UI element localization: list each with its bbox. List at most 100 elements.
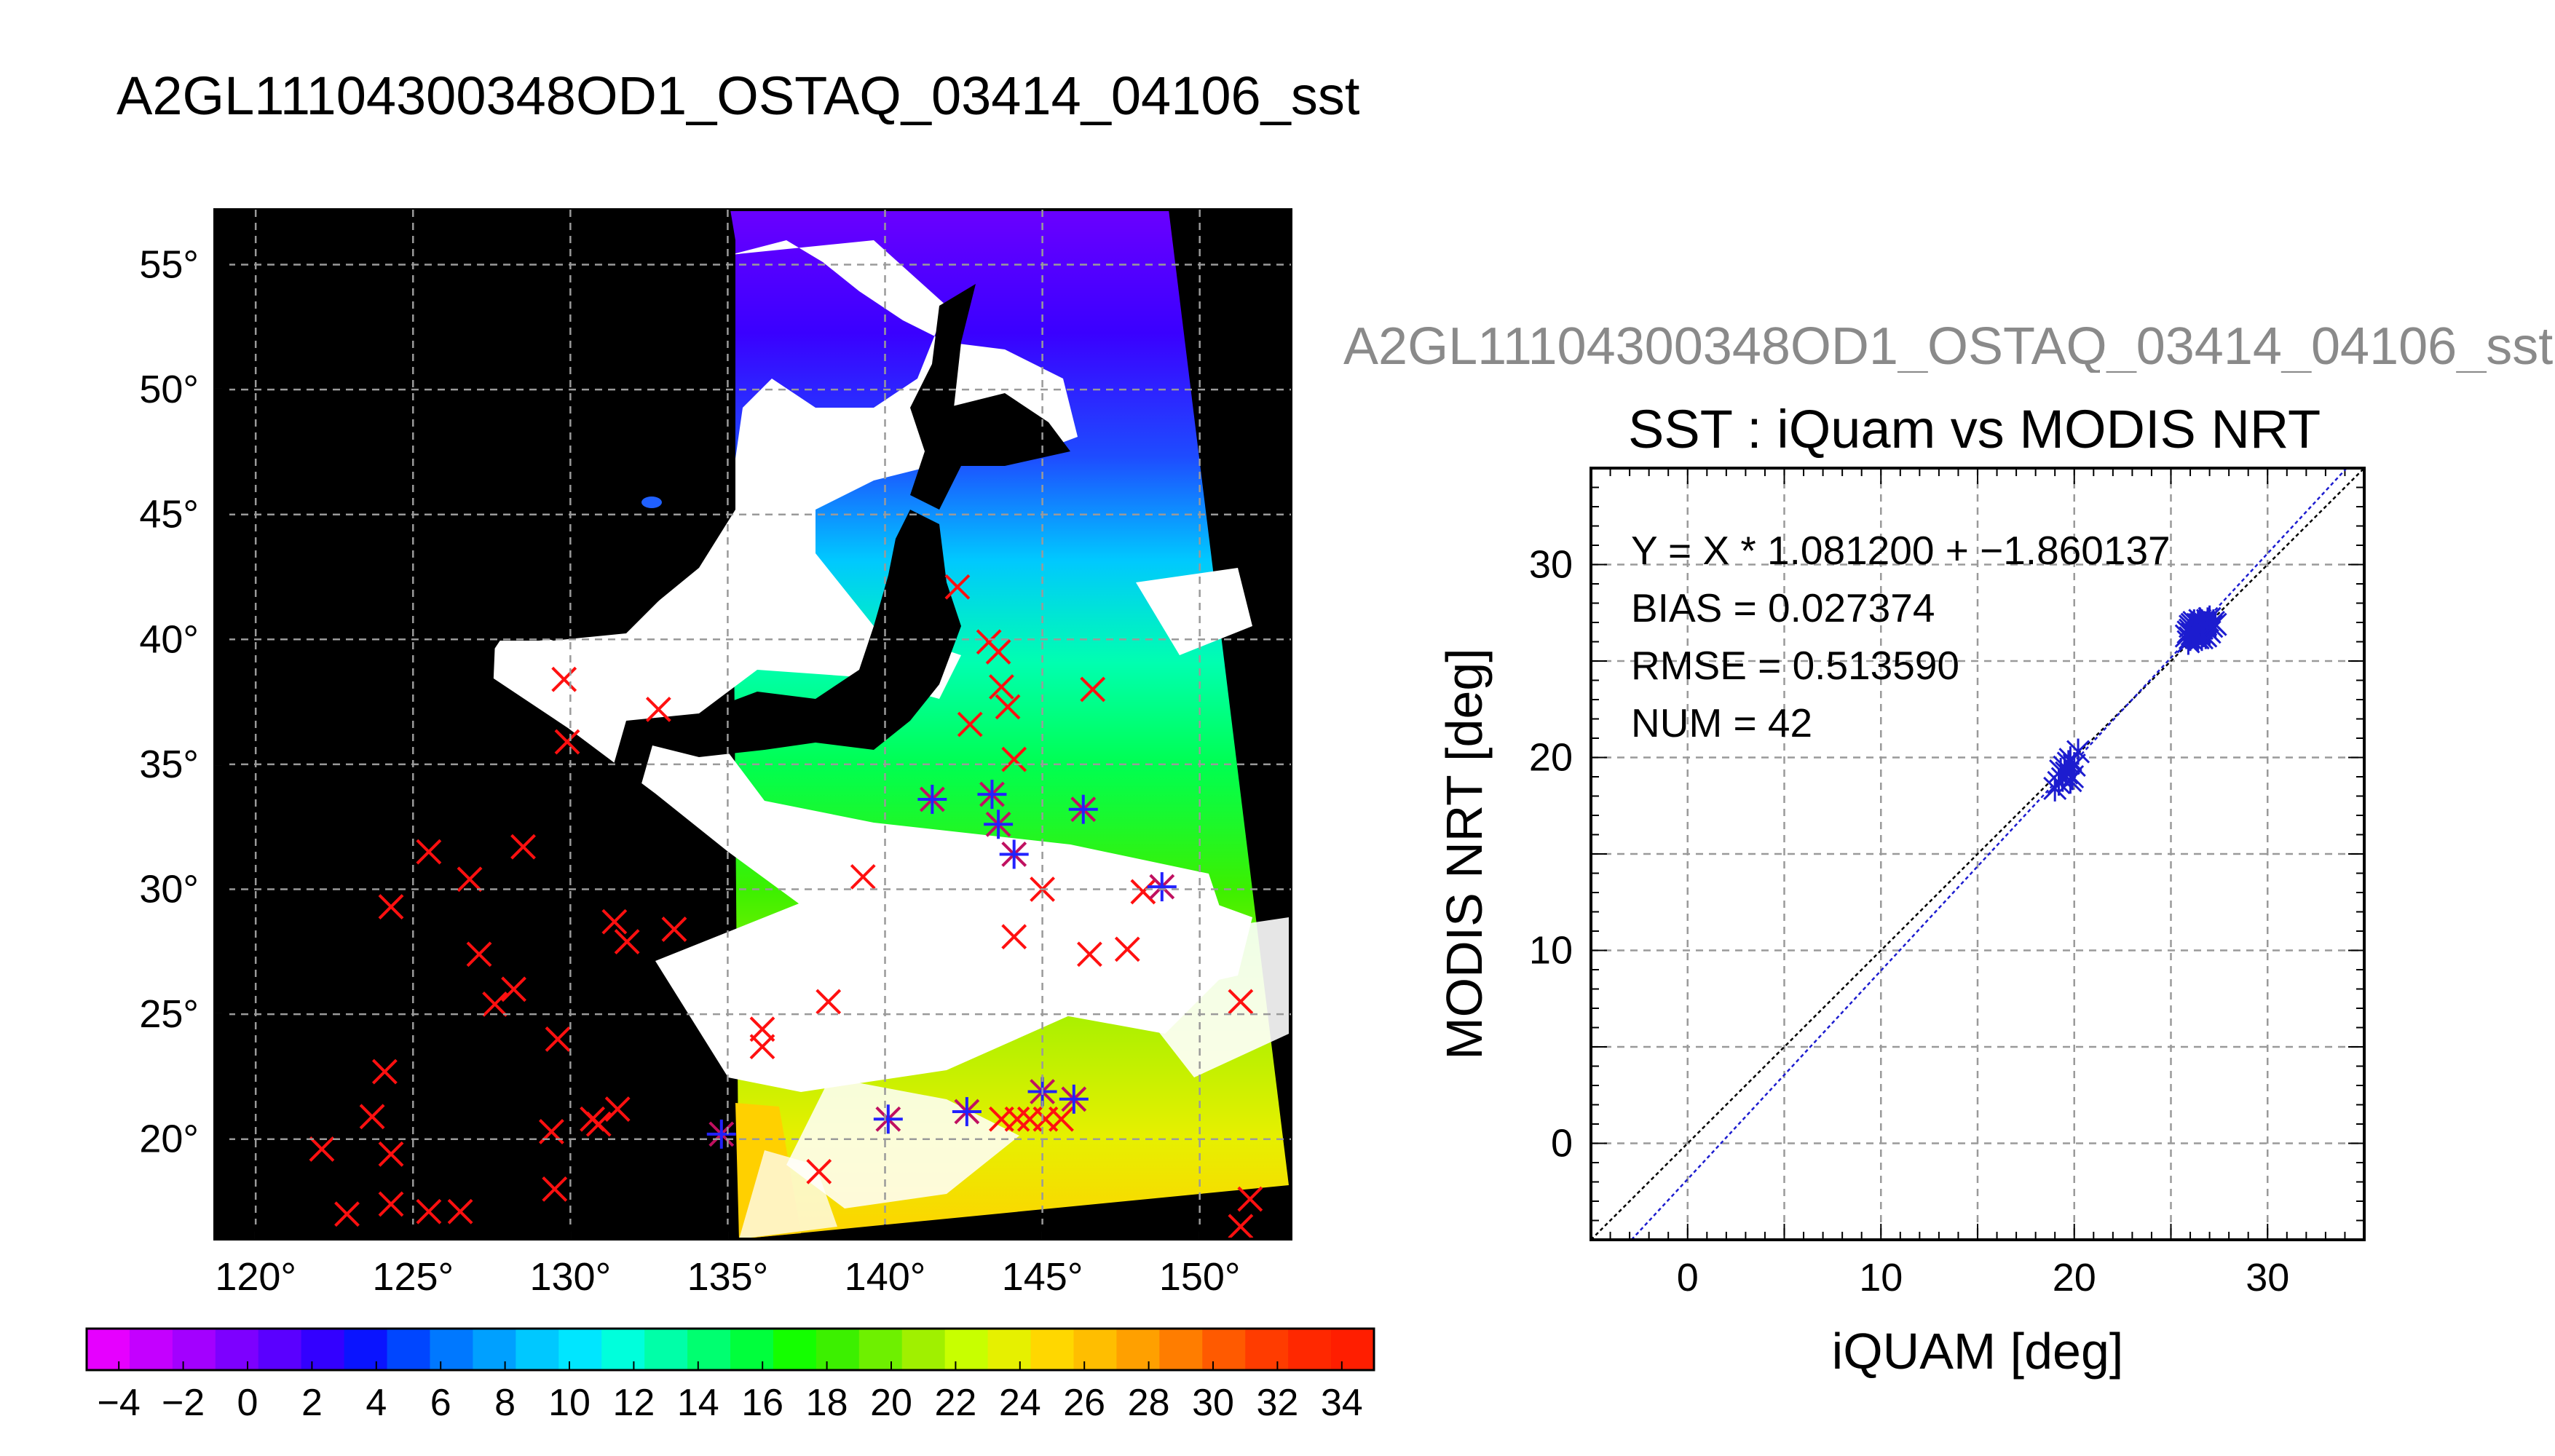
scatter-point — [2178, 613, 2203, 640]
marker-stroke — [2184, 624, 2208, 648]
buoy-marker-red — [1130, 879, 1156, 905]
marker-stroke — [2058, 748, 2082, 772]
buoy-marker-red — [545, 1026, 571, 1052]
marker-stroke — [2180, 622, 2204, 646]
map-y-tick-label: 35° — [139, 743, 199, 786]
marker-stroke — [2197, 620, 2222, 644]
marker-stroke — [2201, 610, 2225, 635]
colorbar-tick-label: 28 — [1128, 1382, 1170, 1424]
buoy-marker-matched — [706, 1119, 736, 1149]
buoy-marker-red — [416, 1198, 442, 1224]
buoy-marker-red — [585, 1111, 612, 1137]
buoy-marker-matched — [977, 780, 1007, 810]
land-mainland-asia — [215, 210, 735, 1239]
colorbar-tick-label: 10 — [548, 1382, 591, 1424]
marker-stroke — [416, 839, 442, 865]
scatter-point — [2182, 617, 2206, 644]
scatter-point — [2189, 614, 2214, 641]
colorbar-segment — [387, 1329, 430, 1370]
buoy-marker-red — [371, 1059, 398, 1085]
colorbar-tick-label: 24 — [999, 1382, 1041, 1424]
marker-stroke — [2188, 609, 2212, 633]
scatter-stat-line: Y = X * 1.081200 + −1.860137 — [1631, 528, 2171, 573]
marker-stroke — [309, 1136, 335, 1162]
scatter-y-tick-label: 30 — [1529, 543, 1573, 587]
marker-stroke — [1130, 879, 1156, 905]
marker-stroke — [1001, 924, 1027, 950]
marker-stroke — [585, 1111, 612, 1137]
map-plot-area — [215, 210, 1291, 1240]
scatter-point — [2066, 738, 2090, 765]
colorbar-tick-label: −4 — [98, 1382, 141, 1424]
scatter-point — [2188, 607, 2212, 634]
marker-stroke — [2180, 622, 2204, 646]
buoy-marker-red — [1001, 746, 1027, 772]
land-hokkaido — [910, 393, 1070, 510]
scatter-x-tick-label: 20 — [2053, 1256, 2096, 1299]
marker-stroke — [2062, 753, 2086, 778]
buoy-marker-red — [957, 711, 983, 737]
buoy-marker-red — [1080, 676, 1106, 703]
marker-stroke — [601, 909, 628, 935]
colorbar-tick-label: 26 — [1063, 1382, 1105, 1424]
buoy-marker-matched — [1147, 872, 1177, 902]
marker-stroke — [2188, 609, 2212, 633]
marker-stroke — [1237, 1186, 1263, 1212]
land-korea — [481, 451, 583, 510]
scatter-point — [2058, 746, 2082, 773]
colorbar-tick-label: 32 — [1256, 1382, 1298, 1424]
marker-stroke — [976, 629, 1002, 655]
marker-stroke — [1228, 989, 1254, 1015]
colorbar-segment — [987, 1329, 1032, 1370]
scatter-background — [1591, 468, 2364, 1240]
map-y-tick-label: 50° — [139, 368, 199, 411]
land-honshu — [626, 510, 961, 757]
marker-stroke — [2186, 612, 2210, 636]
marker-stroke — [1001, 746, 1027, 772]
marker-stroke — [2192, 614, 2216, 638]
marker-stroke — [944, 574, 971, 600]
colorbar-segment — [344, 1329, 388, 1370]
colorbar-segment — [687, 1329, 731, 1370]
buoy-marker-matched — [917, 784, 947, 814]
marker-stroke — [1049, 1106, 1074, 1132]
buoy-marker-red — [334, 1201, 360, 1227]
buoy-marker-red — [944, 574, 971, 600]
colorbar-segment — [1116, 1329, 1160, 1370]
scatter-x-tick-label: 10 — [1859, 1256, 1903, 1299]
scatter-y-tick-label: 10 — [1529, 929, 1573, 973]
scatter-point — [2201, 609, 2225, 636]
buoy-marker-red — [645, 696, 671, 722]
buoy-marker-red — [359, 1104, 385, 1130]
marker-stroke — [2195, 609, 2220, 633]
scatter-point — [2197, 605, 2222, 632]
land-kyushu — [612, 721, 655, 786]
marker-stroke — [447, 1198, 473, 1224]
marker-stroke — [2188, 620, 2212, 644]
marker-stroke — [2200, 614, 2224, 638]
buoy-marker-red — [309, 1136, 335, 1162]
scatter-point — [2195, 617, 2220, 644]
marker-stroke — [551, 666, 577, 692]
buoy-marker-red — [378, 894, 404, 919]
one-to-one-line — [1590, 467, 2365, 1241]
map-y-tick-label: 40° — [139, 617, 199, 661]
marker-stroke — [2180, 612, 2204, 636]
marker-stroke — [2050, 767, 2074, 791]
buoy-marker-matched — [984, 810, 1014, 839]
marker-stroke — [957, 711, 983, 737]
marker-stroke — [2180, 612, 2204, 636]
scatter-point — [2182, 609, 2206, 636]
colorbar-segment — [473, 1329, 516, 1370]
scatter-point — [2186, 625, 2210, 652]
scatter-point — [2178, 625, 2203, 652]
marker-stroke — [2178, 614, 2203, 638]
scatter-y-tick-label: 0 — [1551, 1122, 1573, 1166]
marker-stroke — [988, 674, 1014, 700]
colorbar-tick-label: 18 — [806, 1382, 848, 1424]
marker-stroke — [1004, 1106, 1030, 1132]
map-x-tick-label: 150° — [1159, 1255, 1241, 1299]
scatter-point — [2174, 622, 2198, 649]
marker-stroke — [2197, 620, 2222, 644]
marker-stroke — [749, 1034, 775, 1060]
